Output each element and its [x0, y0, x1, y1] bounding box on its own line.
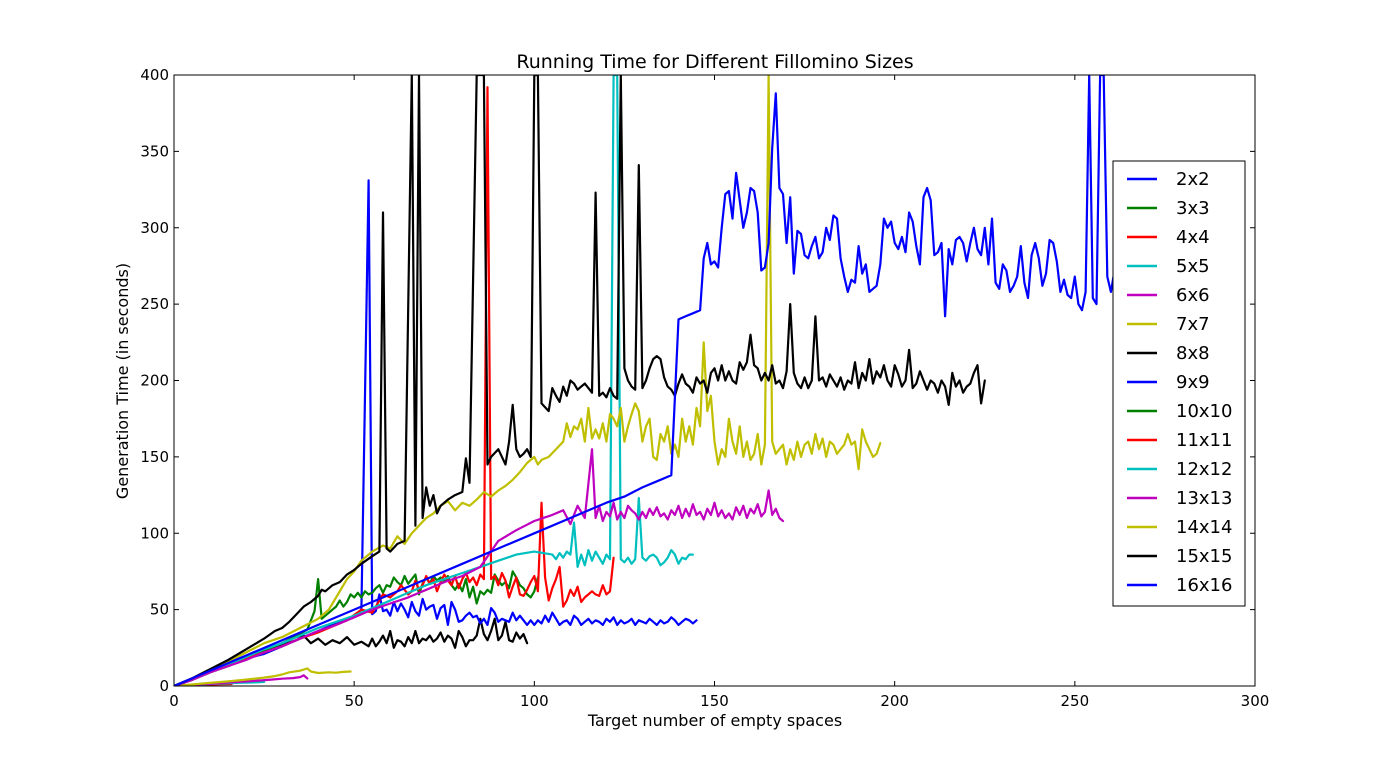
- x-tick-label: 0: [169, 692, 179, 710]
- series-line-13x13: [174, 448, 785, 686]
- series-line-15x15: [174, 75, 986, 686]
- y-axis-label: Generation Time (in seconds): [113, 263, 132, 499]
- series-line-16x16: [174, 75, 1134, 686]
- legend-label-2x2: 2x2: [1176, 169, 1210, 190]
- y-tick-label: 200: [140, 372, 169, 390]
- x-tick-label: 300: [1241, 692, 1270, 710]
- y-tick-label: 250: [140, 295, 169, 313]
- series-line-8x8: [174, 617, 529, 686]
- y-axis: 0 50 100 150 200 250 300 350 400: [140, 66, 1255, 695]
- legend-label-12x12: 12x12: [1176, 459, 1232, 480]
- y-tick-label: 0: [159, 677, 169, 695]
- legend: 2x2 3x3 4x4 5x5 6x6 7x7 8x8 9x9 10x10 11x11 12x12 1…: [1112, 160, 1246, 607]
- legend-label-10x10: 10x10: [1176, 401, 1232, 422]
- legend-box: [1112, 160, 1246, 607]
- legend-label-16x16: 16x16: [1176, 575, 1232, 596]
- legend-label-15x15: 15x15: [1176, 546, 1232, 567]
- y-tick-label: 50: [150, 601, 169, 619]
- legend-label-14x14: 14x14: [1176, 517, 1232, 538]
- y-tick-label: 100: [140, 524, 169, 542]
- series-line-12x12: [174, 75, 694, 686]
- x-tick-label: 50: [345, 692, 364, 710]
- x-tick-label: 150: [700, 692, 729, 710]
- legend-label-11x11: 11x11: [1176, 430, 1232, 451]
- plot-area: [174, 75, 1134, 686]
- series-line-7x7: [174, 667, 352, 686]
- y-tick-label: 300: [140, 219, 169, 237]
- legend-label-9x9: 9x9: [1176, 372, 1210, 393]
- x-tick-label: 250: [1061, 692, 1090, 710]
- legend-label-5x5: 5x5: [1176, 256, 1210, 277]
- legend-label-8x8: 8x8: [1176, 343, 1210, 364]
- x-axis: 0 50 100 150 200 250 300: [169, 75, 1269, 710]
- chart-title: Running Time for Different Fillomino Siz…: [516, 51, 913, 73]
- y-tick-label: 150: [140, 448, 169, 466]
- y-tick-label: 350: [140, 142, 169, 160]
- legend-label-6x6: 6x6: [1176, 285, 1210, 306]
- y-tick-label: 400: [140, 66, 169, 84]
- legend-label-13x13: 13x13: [1176, 488, 1232, 509]
- legend-label-7x7: 7x7: [1176, 314, 1210, 335]
- x-axis-label: Target number of empty spaces: [587, 711, 842, 730]
- x-tick-label: 100: [520, 692, 549, 710]
- series-line-14x14: [174, 75, 882, 686]
- legend-label-3x3: 3x3: [1176, 198, 1210, 219]
- legend-label-4x4: 4x4: [1176, 227, 1210, 248]
- x-tick-label: 200: [880, 692, 909, 710]
- series-line-9x9: [174, 179, 698, 686]
